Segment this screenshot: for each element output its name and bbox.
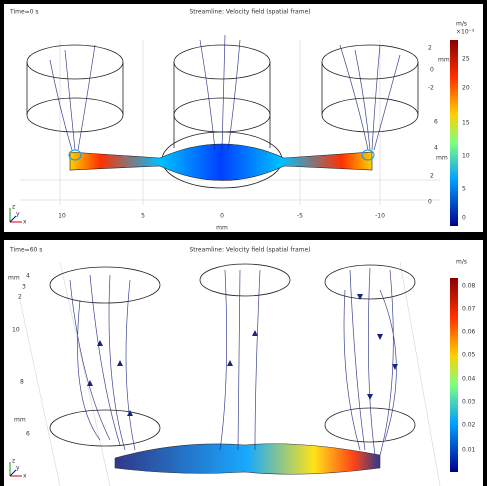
side-tick-label: mm — [14, 417, 26, 424]
colorbar-exponent: ×10⁻³ — [456, 29, 475, 36]
colorbar-unit: m/s — [456, 21, 467, 28]
x-tick-label: 0 — [220, 213, 224, 220]
plot-title: Streamline: Velocity field (spatial fram… — [189, 9, 310, 16]
colorbar — [450, 40, 458, 226]
panel-top: Time=0 s Streamline: Velocity field (spa… — [4, 4, 483, 232]
colorbar-tick-label: 0.02 — [462, 422, 476, 429]
x-tick-label: 5 — [141, 213, 145, 220]
colorbar-tick-label: 20 — [462, 85, 470, 92]
side-tick-label: mm — [438, 57, 450, 64]
x-tick-label: -10 — [375, 213, 385, 220]
x-tick-label: -5 — [297, 213, 303, 220]
side-tick-label: 0 — [428, 199, 432, 206]
colorbar — [450, 278, 458, 472]
triad-label: y — [16, 465, 20, 472]
colorbar-tick-label: 0.06 — [462, 329, 476, 336]
colorbar-tick-label: 0 — [462, 215, 466, 222]
colorbar-tick-label: 25 — [462, 56, 470, 63]
side-tick-label: 0 — [430, 67, 434, 74]
colorbar-tick-label: 10 — [462, 153, 470, 160]
side-tick-label: mm — [8, 275, 20, 282]
triad-label: x — [23, 219, 27, 226]
colorbar-tick-label: 0.03 — [462, 399, 476, 406]
side-tick-label: 4 — [26, 273, 30, 280]
x-axis-unit: mm — [216, 225, 228, 232]
panel-bottom: Time=60 s Streamline: Velocity field (sp… — [4, 240, 483, 486]
colorbar-tick-label: 5 — [462, 186, 466, 193]
side-tick-label: 6 — [434, 119, 438, 126]
colorbar-tick-label: 0.01 — [462, 447, 476, 454]
colorbar-tick-label: 0.07 — [462, 306, 476, 313]
time-label: Time=0 s — [9, 9, 39, 16]
plot-title: Streamline: Velocity field (spatial fram… — [189, 247, 310, 254]
side-tick-label: 2 — [428, 45, 432, 52]
colorbar-tick-label: 0.08 — [462, 283, 476, 290]
side-tick-label: 3 — [22, 284, 26, 291]
screenshot: Time=0 s Streamline: Velocity field (spa… — [0, 0, 487, 486]
side-tick-label: 4 — [434, 145, 438, 152]
colorbar-tick-label: 0.04 — [462, 376, 476, 383]
side-tick-label: 10 — [12, 327, 20, 334]
triad-label: y — [16, 211, 20, 218]
side-tick-label: 6 — [26, 431, 30, 438]
side-tick-label: 2 — [430, 173, 434, 180]
side-tick-label: 2 — [18, 294, 22, 301]
triad-label: z — [12, 204, 15, 211]
time-label: Time=60 s — [9, 247, 42, 254]
panel-background — [4, 4, 483, 232]
side-tick-label: 8 — [20, 379, 24, 386]
triad-label: x — [23, 473, 27, 480]
colorbar-tick-label: 15 — [462, 120, 470, 127]
side-tick-label: -2 — [428, 85, 434, 92]
colorbar-unit: m/s — [456, 259, 467, 266]
x-tick-label: 10 — [58, 213, 66, 220]
side-tick-label: mm — [436, 155, 448, 162]
colorbar-tick-label: 0.05 — [462, 352, 476, 359]
triad-label: z — [12, 458, 15, 465]
